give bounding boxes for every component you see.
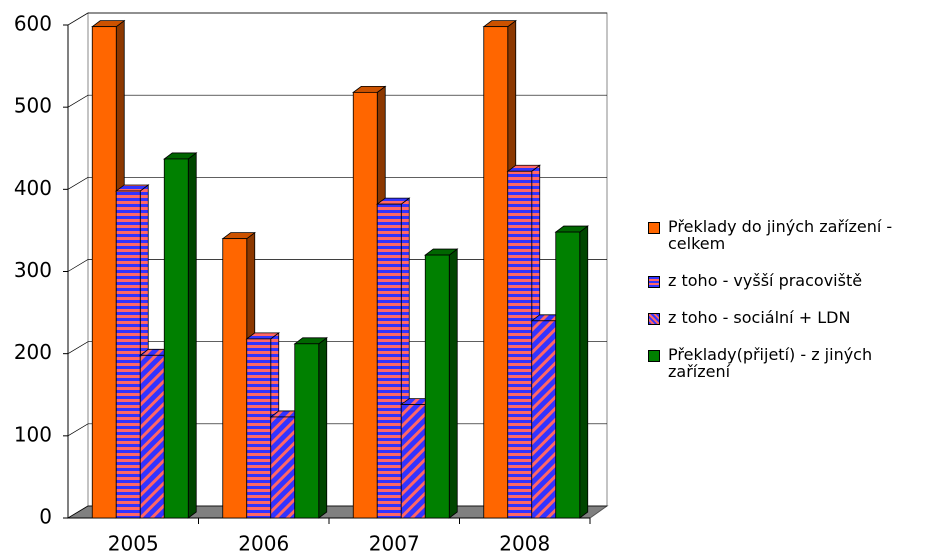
bar-front [400, 404, 426, 519]
y-tick-label: 0 [39, 505, 52, 529]
legend-swatch [648, 313, 660, 325]
y-tick-label: 400 [14, 176, 52, 200]
bar-front [483, 26, 509, 519]
bar-front [352, 91, 378, 519]
x-tick-label: 2007 [369, 532, 420, 555]
grid-line [67, 176, 607, 190]
bar-side [448, 248, 458, 519]
bar-front [531, 320, 557, 519]
bar-front [222, 238, 248, 519]
bar [293, 337, 328, 519]
bar-side [187, 152, 197, 519]
bar-side [579, 225, 589, 519]
legend-swatch [648, 222, 660, 234]
bar [163, 152, 198, 519]
y-tick-label: 200 [14, 340, 52, 364]
x-tick-label: 2006 [238, 532, 289, 555]
bar-front [91, 26, 117, 519]
bar-front [163, 158, 189, 519]
bar-front [294, 343, 320, 519]
grid-line [67, 12, 607, 26]
bar-front [424, 254, 450, 519]
legend-item: Překlady do jiných zařízení - celkem [648, 218, 938, 252]
bar-front [376, 203, 402, 519]
bar-front [139, 354, 165, 519]
legend-label: z toho - vyšší pracoviště [668, 271, 863, 290]
bar [554, 225, 589, 519]
y-tick-label: 100 [14, 422, 52, 446]
legend-label: z toho - sociální + LDN [668, 308, 851, 327]
x-tick-label: 2005 [108, 532, 159, 555]
legend-label: Překlady do jiných zařízení - celkem [668, 217, 893, 253]
legend-label: Překlady(přijetí) - z jiných zařízení [668, 345, 873, 381]
y-tick-label: 600 [14, 12, 52, 36]
legend-swatch [648, 276, 660, 288]
y-tick-label: 500 [14, 94, 52, 118]
bar-front [246, 338, 272, 519]
bar-front [555, 231, 581, 519]
bar [424, 248, 459, 519]
bar-front [270, 416, 296, 519]
y-tick-label: 300 [14, 258, 52, 282]
legend-item: z toho - vyšší pracoviště [648, 272, 938, 289]
legend-item: Překlady(přijetí) - z jiných zařízení [648, 346, 938, 380]
grid-line [67, 94, 607, 108]
x-tick-label: 2008 [499, 532, 550, 555]
bar-front [507, 170, 533, 519]
legend-item: z toho - sociální + LDN [648, 309, 938, 326]
bar-front [115, 190, 141, 519]
legend: Překlady do jiných zařízení - celkem z to… [648, 218, 938, 400]
legend-swatch [648, 350, 660, 362]
bar-side [318, 337, 328, 519]
